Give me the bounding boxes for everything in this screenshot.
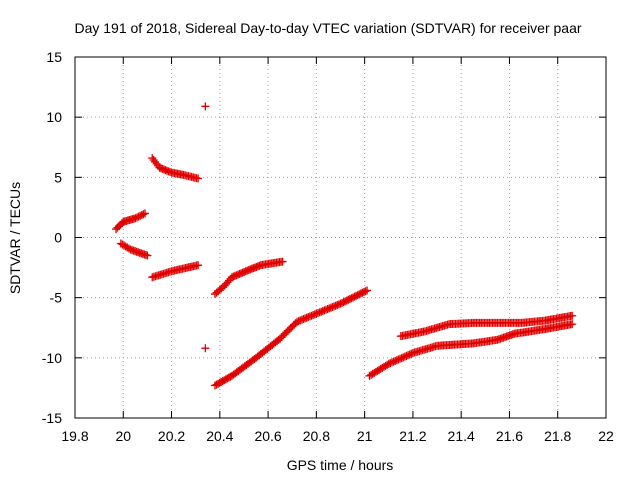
data-point [568, 320, 577, 329]
x-axis-label: GPS time / hours [287, 457, 394, 473]
data-point [568, 311, 577, 320]
y-tick-label: -5 [50, 290, 63, 306]
x-tick-label: 19.8 [61, 428, 88, 444]
y-tick-label: -15 [42, 410, 62, 426]
x-tick-label: 21.4 [448, 428, 475, 444]
y-tick-label: 15 [46, 49, 62, 65]
x-tick-label: 21.8 [544, 428, 571, 444]
data-point [139, 210, 148, 219]
x-tick-label: 20.8 [303, 428, 330, 444]
x-axis-tick-labels: 19.8 20 20.2 20.4 20.6 20.8 21 21.2 21.4 21.6 21.8… [61, 428, 614, 444]
data-point [361, 287, 370, 296]
y-axis-label: SDTVAR / TECUs [7, 182, 23, 294]
data-point [363, 286, 372, 295]
x-tick-label: 20.4 [206, 428, 233, 444]
plot-frame [74, 56, 607, 419]
y-tick-label: -10 [42, 350, 62, 366]
x-tick-label: 20.2 [158, 428, 185, 444]
y-tick-label: 10 [46, 109, 62, 125]
data-point [143, 251, 152, 260]
x-tick-label: 22 [598, 428, 614, 444]
x-tick-label: 20 [115, 428, 131, 444]
data-point [194, 261, 203, 270]
data-point [278, 257, 287, 266]
y-axis-tick-labels: -15 -10 -5 0 5 10 15 [42, 49, 62, 426]
data-point [194, 174, 203, 183]
chart-title: Day 191 of 2018, Sidereal Day-to-day VTE… [74, 20, 581, 36]
y-tick-label: 0 [54, 230, 62, 246]
x-tick-label: 21.2 [399, 428, 426, 444]
x-tick-label: 21.6 [496, 428, 523, 444]
outlier-point [201, 344, 210, 353]
axis-ticks [74, 56, 607, 419]
x-tick-label: 20.6 [254, 428, 281, 444]
outlier-point [201, 102, 210, 111]
data-point [140, 209, 149, 218]
data-points [112, 102, 577, 390]
grid [75, 57, 606, 418]
y-tick-label: 5 [54, 169, 62, 185]
x-tick-label: 21 [357, 428, 373, 444]
